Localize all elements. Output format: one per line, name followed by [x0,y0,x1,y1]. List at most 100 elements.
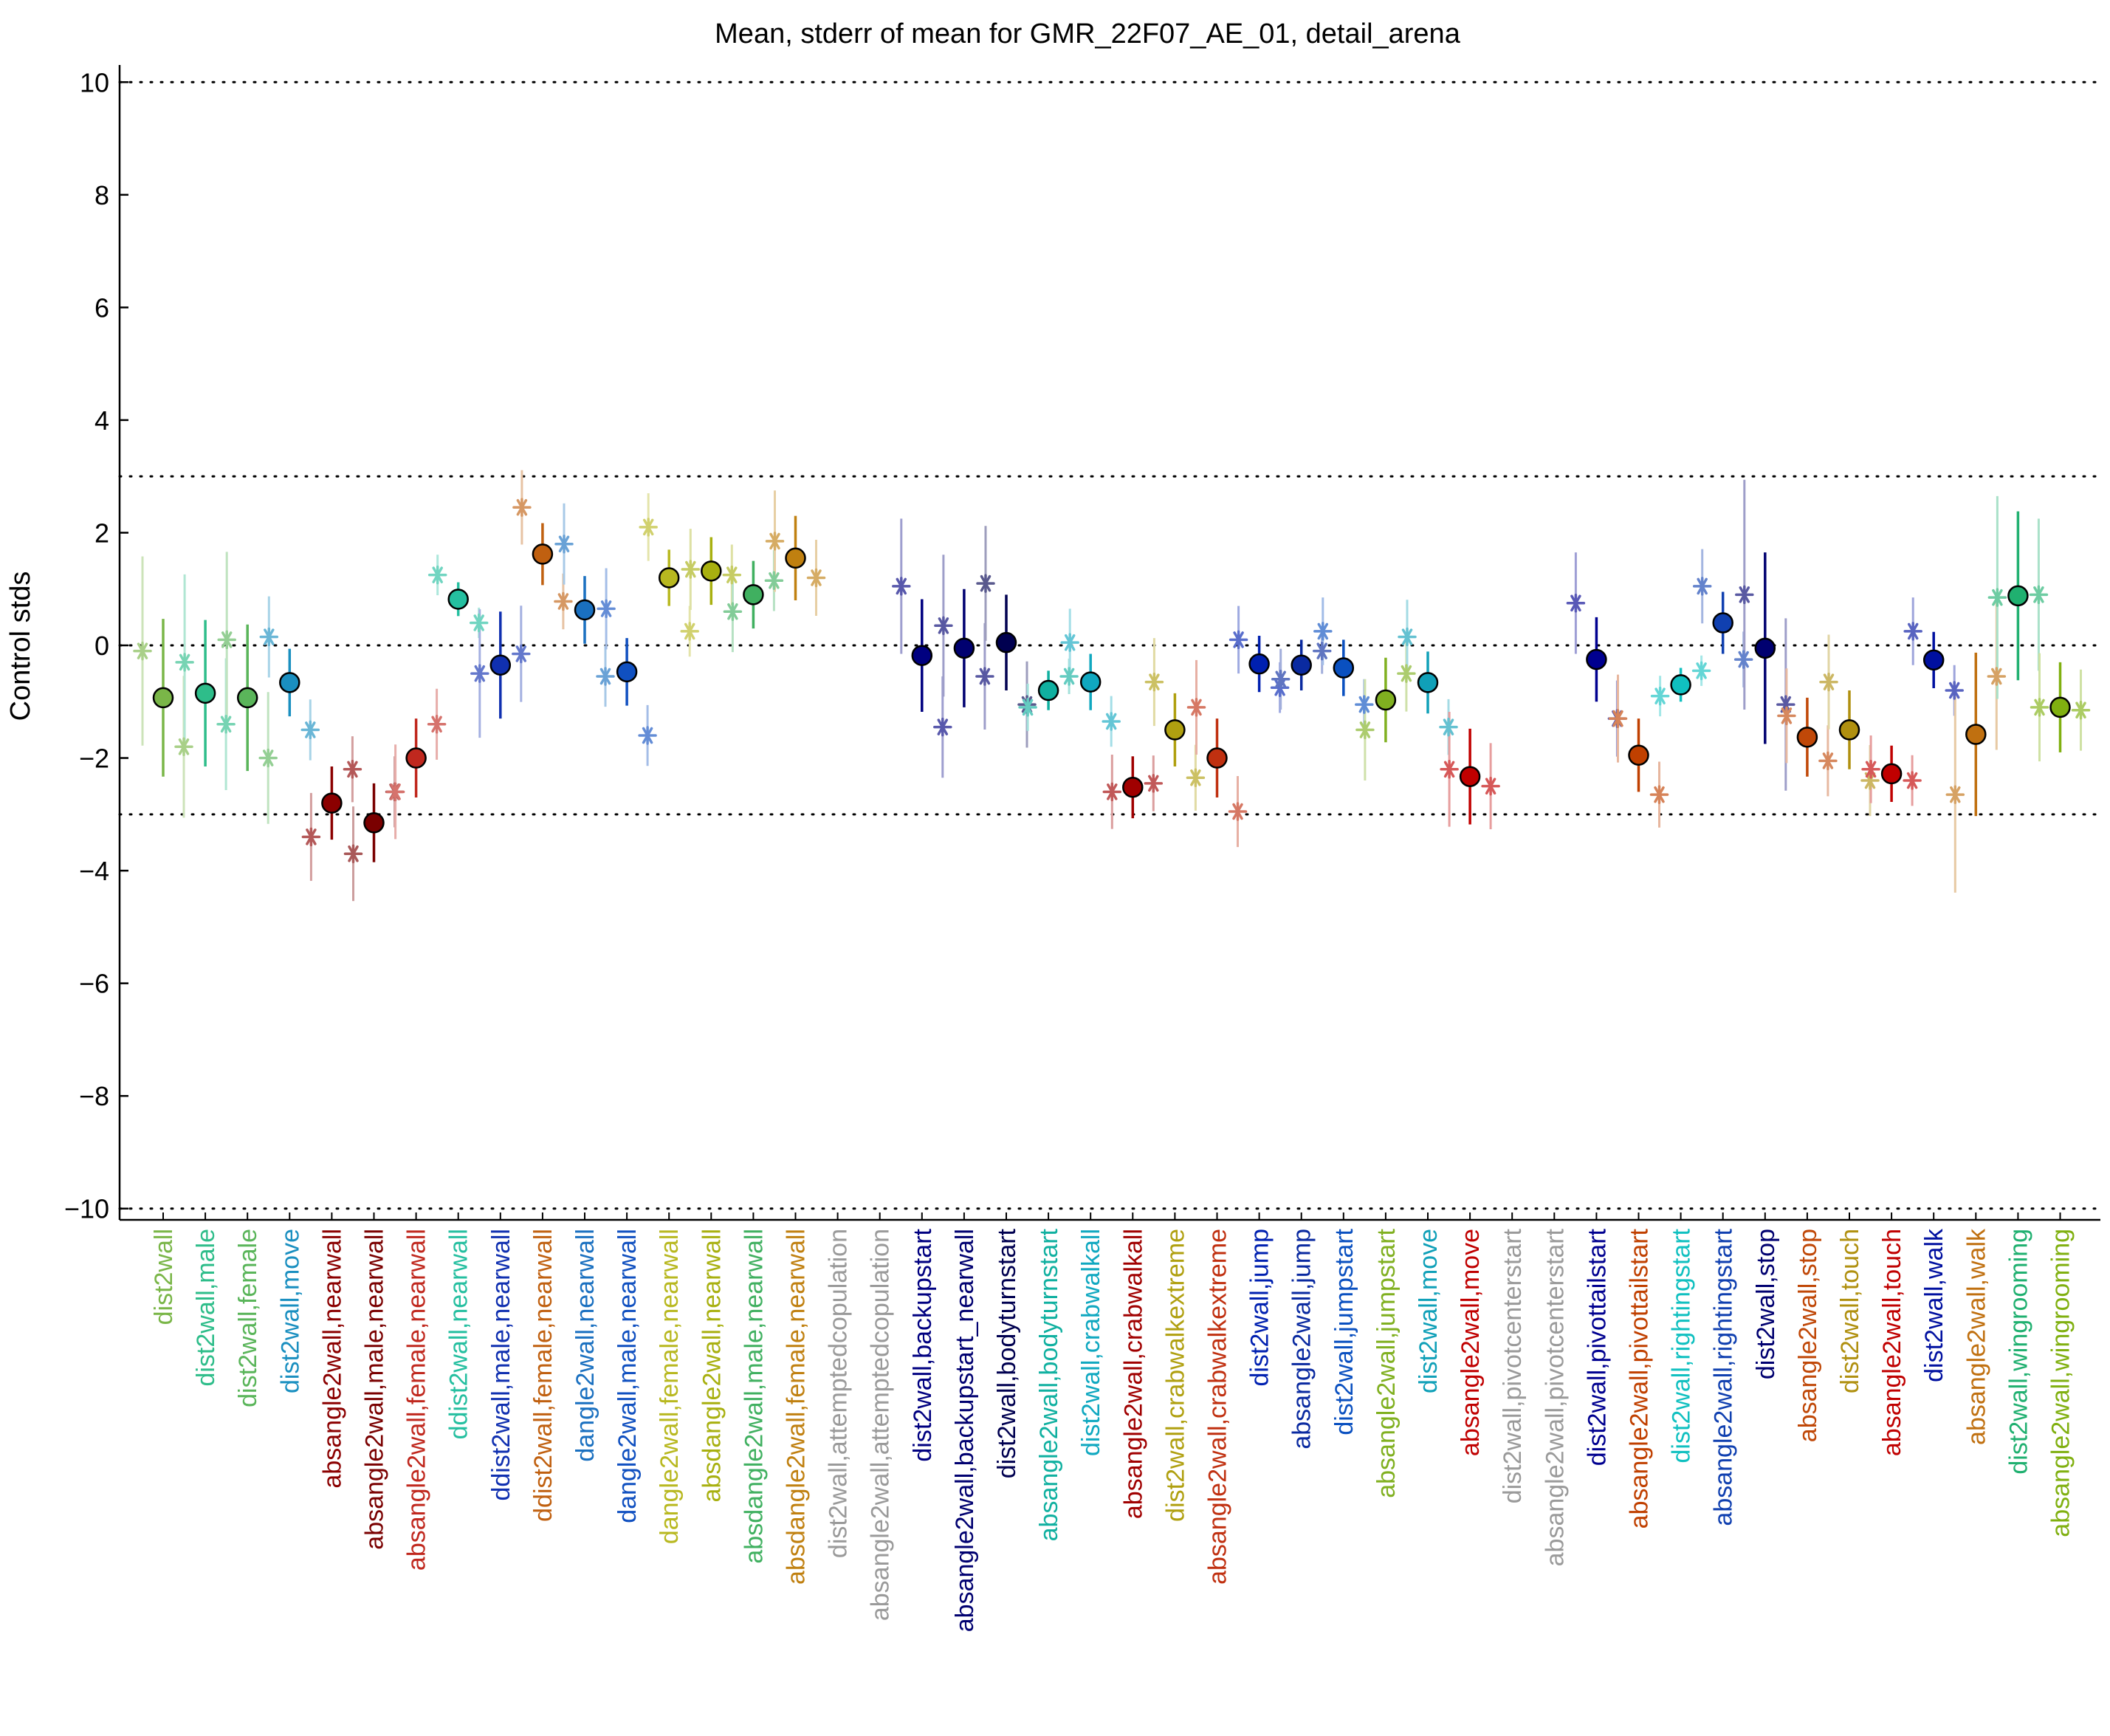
mean-marker [785,547,806,569]
mean-marker [616,661,638,683]
female-marker [1691,661,1711,681]
y-axis-label: Control stds [5,572,36,721]
mean-marker [1037,679,1059,701]
x-tick-label: dist2wall,walk [1920,1228,1948,1382]
mean-marker [1712,612,1733,634]
mean-marker [658,567,680,589]
x-tick-label: absdangle2wall,female,nearwall [783,1229,811,1585]
male-marker [1018,698,1037,717]
y-tick-label: 0 [94,631,109,661]
mean-marker [1459,766,1481,787]
female-marker [975,667,994,686]
x-tick-label: absangle2wall,stop [1794,1229,1822,1442]
mean-marker [152,687,174,709]
male-marker [1398,627,1417,647]
male-marker [1608,709,1628,728]
female-marker [1903,771,1922,790]
x-tick-label: absangle2wall,crabwalkextreme [1204,1229,1232,1585]
female-marker [1733,650,1753,669]
mean-marker [1248,653,1270,675]
x-tick-label: dist2wall,move [276,1229,304,1393]
male-marker [217,630,236,650]
y-ticks: −10 −8 −6 −4 −2 0 2 4 6 8 10 [64,67,128,1224]
male-marker [1945,785,1965,804]
female-marker [764,571,784,591]
mean-marker [1586,648,1607,670]
mean-marker [405,747,427,769]
mean-marker [995,631,1017,653]
mean-marker [1206,747,1228,769]
x-tick-label: dist2wall,attemptedcopulation [825,1229,853,1558]
male-marker [639,518,658,537]
male-marker [976,574,995,593]
female-marker [2071,700,2091,720]
male-marker [1102,782,1122,802]
female-marker [1818,751,1838,771]
female-marker [1228,802,1248,821]
x-tick-label: absangle2wall,touch [1878,1229,1906,1456]
female-marker [1144,774,1164,793]
x-tick-label: absangle2wall,backupstart_nearwall [951,1229,979,1632]
male-marker [2030,698,2049,717]
x-tick-label: dist2wall,pivotcenterstart [1499,1228,1527,1503]
male-marker [1735,585,1754,605]
male-marker [723,602,743,621]
x-tick-label: absangle2wall,attemptedcopulation [867,1229,895,1621]
female-marker [1102,712,1121,731]
female-marker [554,591,573,611]
mean-marker [363,812,385,834]
x-tick-label: absangle2wall,bodyturnstart [1035,1228,1063,1541]
female-marker [1186,768,1206,787]
mean-marker [1965,724,1987,745]
male-marker [765,532,785,551]
male-marker [175,653,194,672]
female-marker [1987,667,2007,686]
male-marker [1903,622,1922,641]
male-marker [1186,698,1206,717]
reference-lines [118,80,2102,1210]
male-marker [1313,622,1333,641]
mean-marker [1670,674,1691,696]
y-tick-label: 2 [94,518,109,548]
female-marker [638,726,657,745]
x-tick-label: dangle2wall,female,nearwall [656,1229,684,1544]
x-tick-label: absangle2wall,move [1457,1229,1485,1456]
mean-marker [2049,696,2071,718]
male-marker [934,616,953,636]
mean-marker [1164,719,1186,741]
female-marker [596,667,615,686]
x-tick-label: absangle2wall,wingrooming [2047,1229,2075,1537]
x-tick-label: dangle2wall,male,nearwall [614,1229,642,1523]
mean-marker [1333,657,1355,679]
male-marker [1777,706,1796,726]
x-tick-label: dist2wall,crabwalkall [1077,1229,1105,1456]
mean-marker [236,687,258,709]
mean-marker [911,645,933,666]
female-marker [512,644,531,664]
x-tick-label: ddist2wall,female,nearwall [529,1229,557,1522]
male-marker [1819,672,1838,692]
x-tick-label: absangle2wall,rightingstart [1710,1228,1738,1526]
x-tick-label: absangle2wall,female,nearwall [403,1229,431,1571]
male-marker [892,577,911,596]
female-marker [427,715,447,734]
x-tick-label: absangle2wall,walk [1962,1228,1990,1445]
female-marker [1649,785,1669,804]
female-marker [680,622,699,641]
female-marker [174,737,193,757]
mean-marker [1628,744,1649,766]
male-marker [1566,594,1586,613]
male-marker [597,599,616,619]
male-marker [385,782,405,802]
x-tick-label: absangle2wall,jump [1288,1229,1316,1449]
male-marker [1355,720,1375,740]
female-marker [469,613,489,633]
x-tick-label: absangle2wall,male,nearwall [361,1229,389,1550]
male-marker [1692,577,1712,596]
male-marker [1271,670,1291,689]
female-marker [722,565,742,585]
mean-marker [574,599,596,621]
x-tick-label: ddist2wall,male,nearwall [487,1229,515,1501]
